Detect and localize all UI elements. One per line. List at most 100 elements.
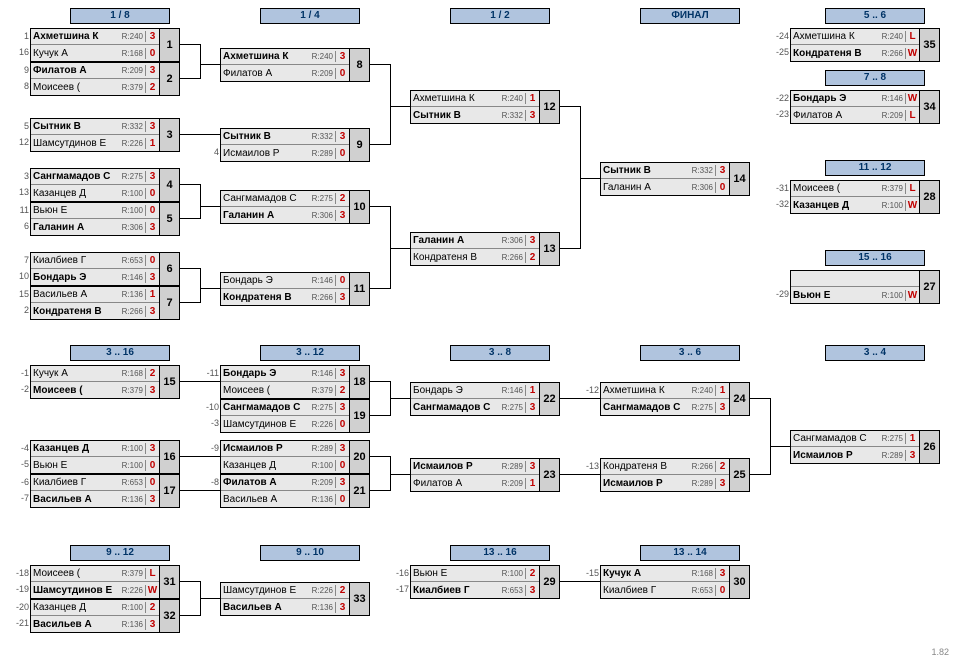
player-score: 2	[145, 368, 159, 379]
bracket-connector	[370, 206, 390, 207]
stage-header: 3 .. 12	[260, 345, 360, 361]
match-number: 30	[729, 566, 749, 598]
match-row: Исмаилов РR:2893	[411, 459, 539, 475]
player-rating: R:168	[687, 569, 715, 578]
player-name: Кондратеня В	[411, 252, 497, 263]
seed-number: 1	[13, 31, 29, 41]
player-name: Филатов А	[791, 110, 877, 121]
player-name: Кондратеня В	[31, 306, 117, 317]
match-row: Моисеев (R:3792	[221, 382, 349, 398]
player-name: Сытник В	[31, 121, 117, 132]
seed-number: -31	[773, 183, 789, 193]
player-name: Ахметшина К	[411, 93, 497, 104]
player-rating: R:136	[117, 290, 145, 299]
bracket-connector	[560, 248, 580, 249]
match-row: Исмаилов РR:2893	[791, 447, 919, 463]
stage-header: 3 .. 4	[825, 345, 925, 361]
match-row: Кучук АR:1682	[31, 366, 159, 382]
match-number: 19	[349, 400, 369, 432]
player-name: Сангмамадов С	[411, 402, 497, 413]
match-number: 26	[919, 431, 939, 463]
player-score: 2	[335, 385, 349, 396]
player-name: Филатов А	[221, 477, 307, 488]
player-name: Казанцев Д	[31, 443, 117, 454]
seed-number: 10	[13, 271, 29, 281]
match-row: Ахметшина КR:2401	[601, 383, 729, 399]
match-box: 313Сангмамадов СR:2753Казанцев ДR:10004	[30, 168, 180, 202]
player-rating: R:209	[497, 479, 525, 488]
player-name: Ахметшина К	[601, 385, 687, 396]
match-row: Филатов АR:2093	[31, 63, 159, 79]
match-number: 14	[729, 163, 749, 195]
stage-header: 15 .. 16	[825, 250, 925, 266]
stage-header: 13 .. 14	[640, 545, 740, 561]
player-rating: R:146	[117, 273, 145, 282]
match-box: Галанин АR:3063Кондратеня ВR:266213	[410, 232, 560, 266]
player-name: Моисеев (	[31, 568, 117, 579]
bracket-connector	[200, 64, 220, 65]
player-name: Моисеев (	[791, 183, 877, 194]
bracket-connector	[200, 44, 201, 79]
match-row: Кондратеня ВR:2663	[221, 289, 349, 305]
player-score: L	[145, 568, 159, 579]
player-rating: R:209	[877, 111, 905, 120]
match-box: -10-3Сангмамадов СR:2753Шамсутдинов ЕR:2…	[220, 399, 370, 433]
match-row: Сангмамадов СR:2752	[221, 191, 349, 207]
version-label: 1.82	[931, 647, 949, 657]
match-row: Вьюн ЕR:1000	[31, 203, 159, 219]
player-score: L	[905, 110, 919, 121]
bracket-connector	[560, 581, 600, 582]
player-score: 1	[145, 138, 159, 149]
seed-number: -20	[13, 602, 29, 612]
match-row: Васильев АR:1363	[31, 616, 159, 632]
player-name: Галанин А	[411, 235, 497, 246]
match-box: -13Кондратеня ВR:2662Исмаилов РR:289325	[600, 458, 750, 492]
match-box: Сангмамадов СR:2751Исмаилов РR:289326	[790, 430, 940, 464]
match-number: 1	[159, 29, 179, 61]
seed-number: 5	[13, 121, 29, 131]
player-rating: R:266	[687, 462, 715, 471]
seed-number: 3	[13, 171, 29, 181]
match-row: Киалбиев ГR:6530	[601, 582, 729, 598]
match-row: Киалбиев ГR:6533	[411, 582, 539, 598]
seed-number: 15	[13, 289, 29, 299]
player-score: 3	[335, 602, 349, 613]
player-name: Бондарь Э	[221, 275, 307, 286]
player-rating: R:226	[307, 586, 335, 595]
match-number: 15	[159, 366, 179, 398]
match-number: 13	[539, 233, 559, 265]
player-score: 1	[525, 385, 539, 396]
player-rating: R:240	[307, 52, 335, 61]
seed-number: 16	[13, 47, 29, 57]
player-rating: R:136	[307, 495, 335, 504]
player-name: Исмаилов Р	[411, 461, 497, 472]
match-number: 2	[159, 63, 179, 95]
player-rating: R:306	[307, 211, 335, 220]
match-row: Сангмамадов СR:2753	[221, 400, 349, 416]
player-name: Филатов А	[31, 65, 117, 76]
bracket-connector	[750, 398, 770, 399]
seed-number: -9	[203, 443, 219, 453]
match-number: 22	[539, 383, 559, 415]
match-box: Сангмамадов СR:2752Галанин АR:306310	[220, 190, 370, 224]
match-box: -24-25Ахметшина КR:240LКондратеня ВR:266…	[790, 28, 940, 62]
player-rating: R:100	[497, 569, 525, 578]
match-row: Казанцев ДR:1002	[31, 600, 159, 616]
player-name: Галанин А	[601, 182, 687, 193]
seed-number: -7	[13, 493, 29, 503]
player-score: 2	[335, 585, 349, 596]
player-rating: R:240	[877, 32, 905, 41]
match-number: 8	[349, 49, 369, 81]
player-rating: R:379	[117, 386, 145, 395]
match-number: 27	[919, 271, 939, 303]
match-row: Вьюн ЕR:1000	[31, 457, 159, 473]
match-row: Казанцев ДR:1003	[31, 441, 159, 457]
player-score: 3	[525, 110, 539, 121]
bracket-connector	[560, 398, 600, 399]
match-number: 3	[159, 119, 179, 151]
player-rating: R:168	[117, 369, 145, 378]
player-name: Казанцев Д	[791, 200, 877, 211]
player-name: Бондарь Э	[791, 93, 877, 104]
seed-number: -1	[13, 368, 29, 378]
player-name: Сангмамадов С	[601, 402, 687, 413]
